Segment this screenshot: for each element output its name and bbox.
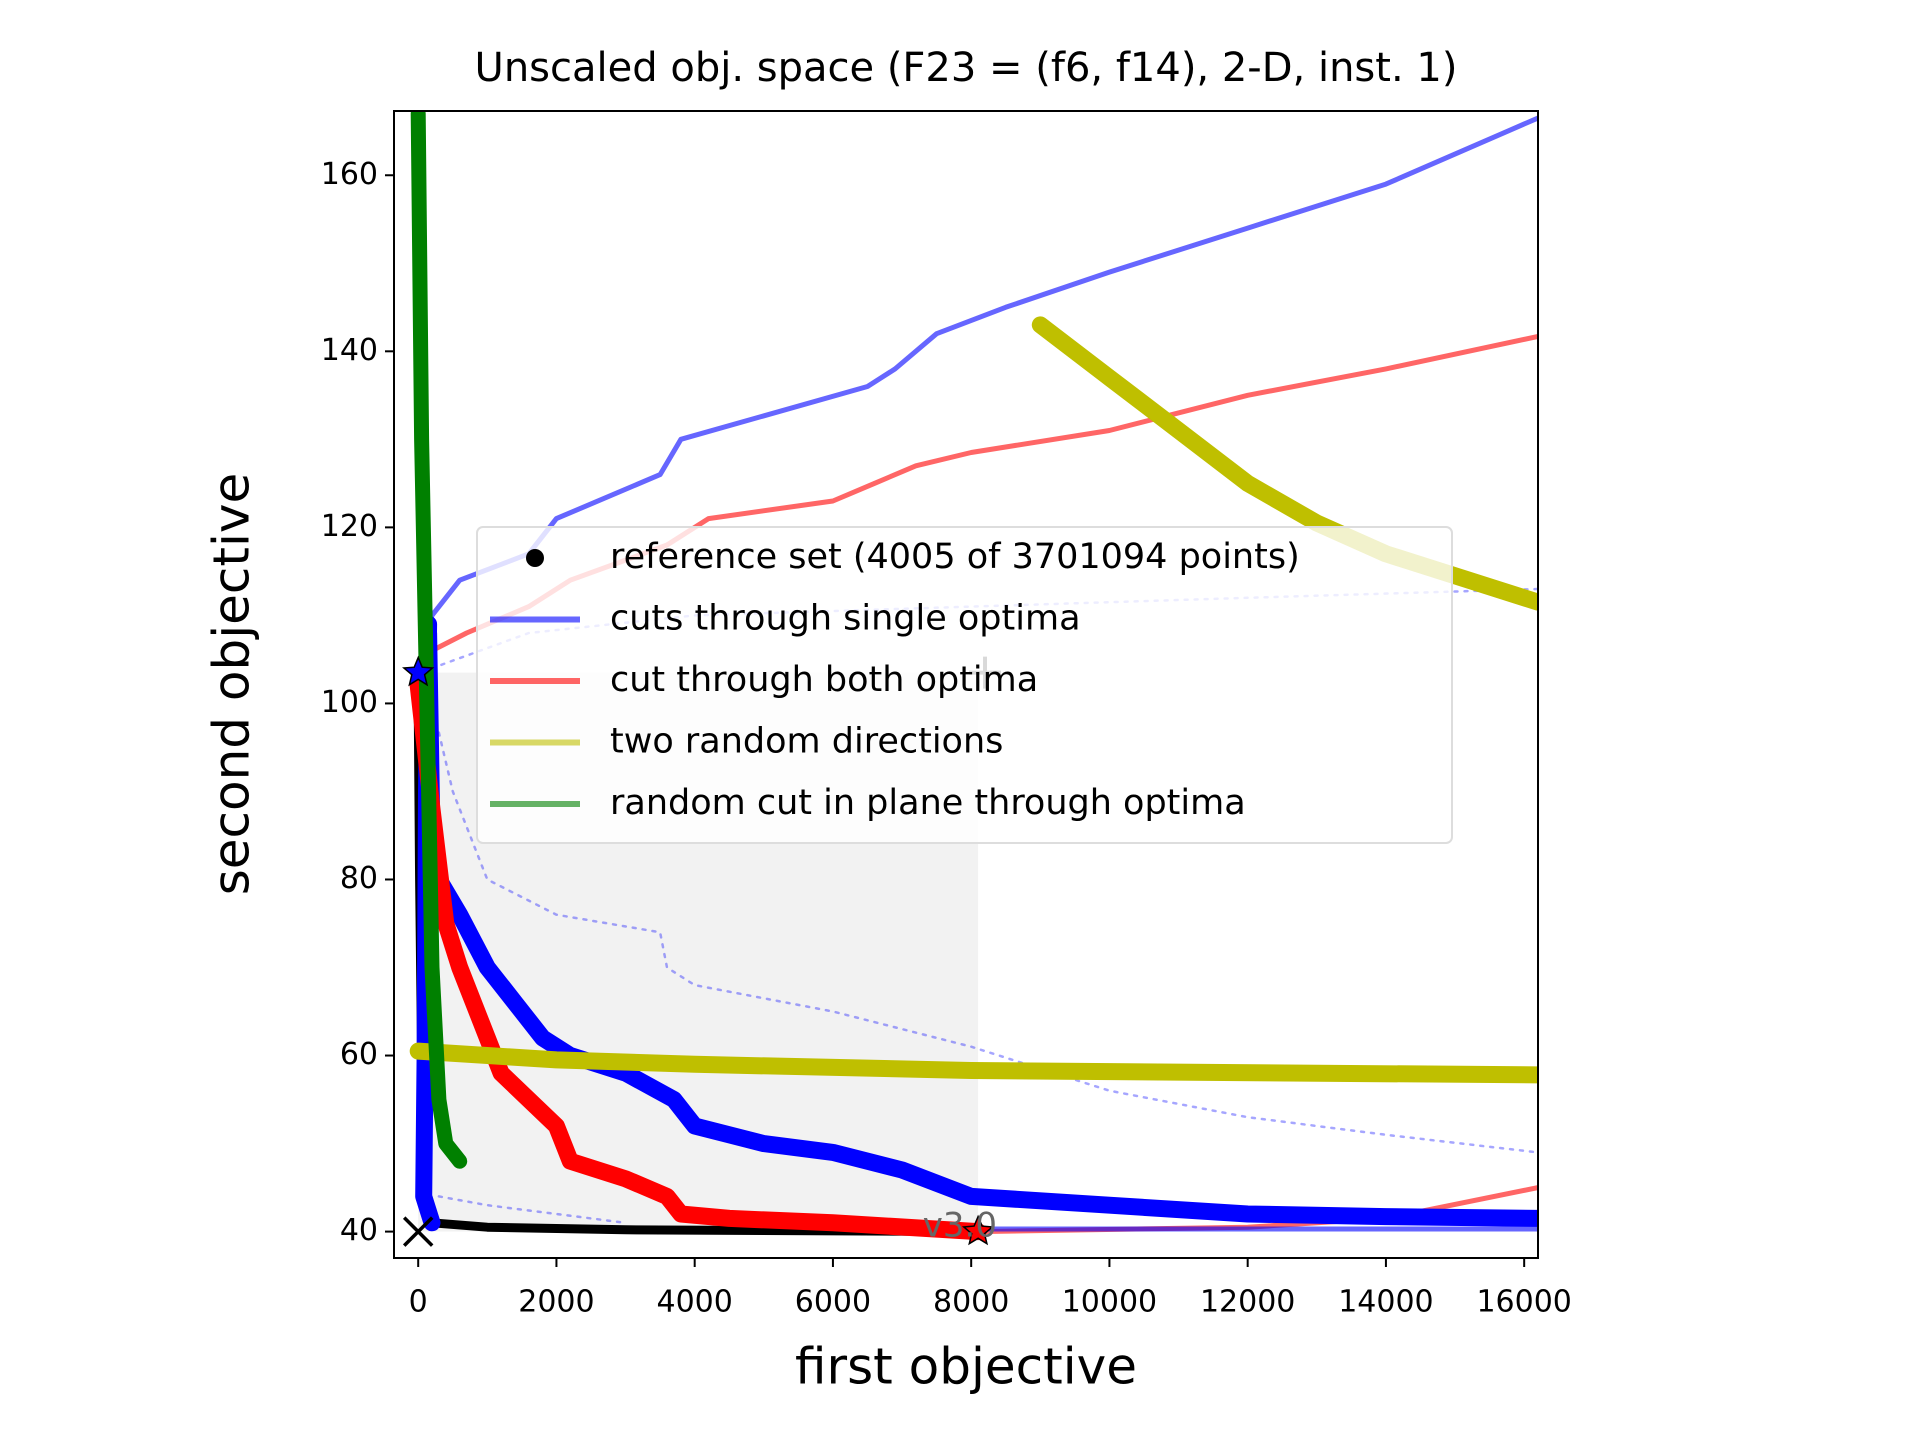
y-tick-label: 100 bbox=[321, 685, 378, 720]
legend-box bbox=[476, 526, 1453, 844]
legend-marker bbox=[526, 549, 544, 567]
y-axis-label: second objective bbox=[203, 473, 261, 896]
series-line bbox=[409, 677, 987, 1241]
plot-frame bbox=[393, 110, 1539, 1259]
x-axis-label: first objective bbox=[795, 1338, 1137, 1396]
star-marker bbox=[402, 655, 435, 687]
y-tick-label: 120 bbox=[321, 509, 378, 544]
legend-label: reference set (4005 of 3701094 points) bbox=[610, 537, 1300, 577]
series-line bbox=[410, 111, 468, 1169]
x-tick-label: 0 bbox=[409, 1285, 428, 1320]
x-tick-label: 8000 bbox=[933, 1285, 1009, 1320]
legend-label: cuts through single optima bbox=[610, 599, 1081, 639]
cross-marker bbox=[402, 1216, 434, 1247]
y-tick-label: 40 bbox=[340, 1213, 378, 1248]
x-tick-label: 6000 bbox=[795, 1285, 871, 1320]
annotation: v3.0 bbox=[923, 1206, 997, 1246]
legend-label: two random directions bbox=[610, 722, 1003, 762]
chart-title: Unscaled obj. space (F23 = (f6, f14), 2-… bbox=[475, 45, 1458, 91]
x-tick-label: 10000 bbox=[1062, 1285, 1157, 1320]
star-marker bbox=[961, 1214, 995, 1246]
y-tick-label: 160 bbox=[321, 157, 378, 192]
legend-label: cut through both optima bbox=[610, 660, 1038, 700]
y-tick-label: 80 bbox=[340, 861, 378, 896]
thin-line bbox=[437, 1195, 627, 1225]
legend-label: random cut in plane through optima bbox=[610, 783, 1246, 823]
x-tick-label: 4000 bbox=[657, 1285, 733, 1320]
x-tick-label: 16000 bbox=[1476, 1285, 1571, 1320]
x-tick-label: 2000 bbox=[518, 1285, 594, 1320]
x-tick-label: 14000 bbox=[1338, 1285, 1433, 1320]
y-tick-label: 60 bbox=[340, 1037, 378, 1072]
x-tick-label: 12000 bbox=[1200, 1285, 1295, 1320]
y-tick-label: 140 bbox=[321, 333, 378, 368]
